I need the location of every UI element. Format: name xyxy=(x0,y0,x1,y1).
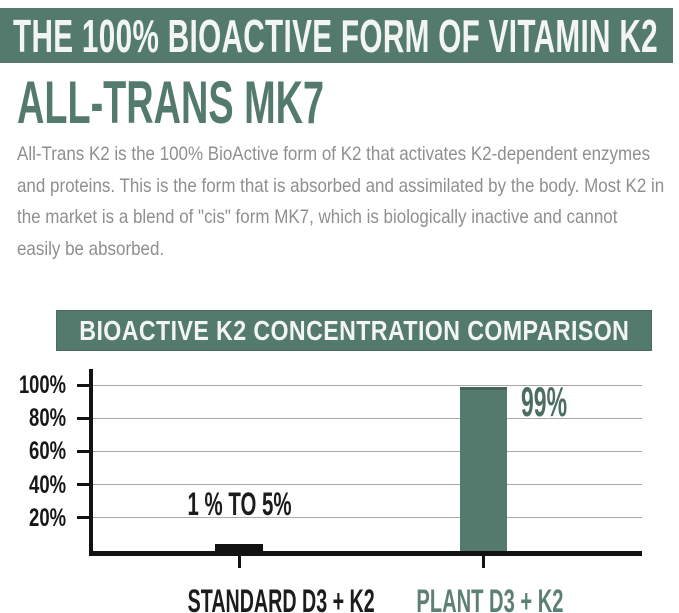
gridline xyxy=(93,417,642,419)
y-axis-label-text: 60% xyxy=(29,437,66,466)
y-axis-line xyxy=(89,369,93,556)
y-axis-label-text: 20% xyxy=(29,503,66,532)
value-label: 99% xyxy=(521,378,605,425)
y-axis-label: 40% xyxy=(0,469,66,501)
y-axis-label-text: 100% xyxy=(19,371,66,399)
category-label-text: STANDARD D3 + K2 xyxy=(187,583,375,613)
bar-plant xyxy=(459,387,507,551)
y-axis-label: 100% xyxy=(0,369,66,401)
y-axis-tick xyxy=(77,383,89,387)
product-form-heading-text: ALL-TRANS MK7 xyxy=(17,68,324,136)
header-banner-title: THE 100% BIOACTIVE FORM OF VITAMIN K2 xyxy=(13,9,658,62)
y-axis-tick xyxy=(77,483,89,487)
gridline xyxy=(93,450,642,452)
gridline xyxy=(93,517,642,519)
x-axis-tick xyxy=(237,556,241,568)
y-axis-label: 80% xyxy=(0,402,66,434)
y-axis-tick xyxy=(77,416,89,420)
description-paragraph: All-Trans K2 is the 100% BioActive form … xyxy=(17,143,665,260)
gridline xyxy=(93,484,642,486)
value-label-text: 1 % TO 5% xyxy=(188,486,292,522)
chart-title: BIOACTIVE K2 CONCENTRATION COMPARISON xyxy=(79,314,629,346)
chart-title-banner: BIOACTIVE K2 CONCENTRATION COMPARISON xyxy=(56,310,652,351)
value-label: 1 % TO 5% xyxy=(130,486,350,522)
header-banner: THE 100% BIOACTIVE FORM OF VITAMIN K2 xyxy=(0,8,673,63)
gridline xyxy=(93,384,642,386)
bar-standard xyxy=(215,544,263,551)
x-axis-line xyxy=(89,551,642,556)
y-axis-label-text: 80% xyxy=(29,404,66,433)
category-label: PLANT D3 + K2 xyxy=(373,584,593,613)
product-form-heading: ALL-TRANS MK7 xyxy=(17,69,504,136)
y-axis-label: 20% xyxy=(0,502,66,534)
value-label-text: 99% xyxy=(521,378,567,425)
category-label: STANDARD D3 + K2 xyxy=(129,584,375,613)
x-axis-tick xyxy=(481,556,485,568)
y-axis-label: 60% xyxy=(0,435,66,467)
y-axis-tick xyxy=(77,449,89,453)
y-axis-label-text: 40% xyxy=(29,470,66,499)
category-label-text: PLANT D3 + K2 xyxy=(416,583,564,613)
y-axis-tick xyxy=(77,516,89,520)
